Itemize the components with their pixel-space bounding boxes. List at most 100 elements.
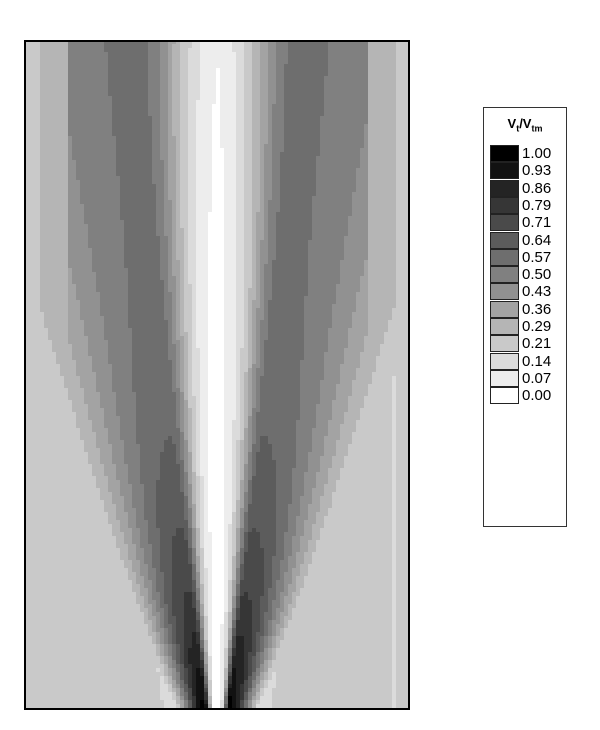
contour-cell xyxy=(108,152,113,157)
contour-cell xyxy=(72,108,77,113)
contour-cell xyxy=(388,152,393,157)
contour-cell xyxy=(276,180,281,185)
contour-cell xyxy=(104,168,109,173)
contour-cell xyxy=(156,192,161,197)
contour-cell xyxy=(152,148,157,153)
contour-cell xyxy=(116,148,121,153)
contour-cell xyxy=(196,176,201,181)
contour-cell xyxy=(272,96,277,101)
contour-cell xyxy=(184,132,189,137)
contour-cell xyxy=(68,200,73,205)
contour-cell xyxy=(228,168,233,173)
contour-cell xyxy=(124,196,129,201)
contour-cell xyxy=(24,144,29,149)
contour-cell xyxy=(136,188,141,193)
contour-cell xyxy=(164,152,169,157)
contour-cell xyxy=(236,148,241,153)
contour-cell xyxy=(320,116,325,121)
contour-cell xyxy=(248,64,253,69)
contour-cell xyxy=(196,84,201,89)
contour-cell xyxy=(400,152,405,157)
contour-cell xyxy=(332,180,337,185)
contour-cell xyxy=(136,204,141,209)
contour-cell xyxy=(84,92,89,97)
contour-cell xyxy=(236,220,241,225)
contour-cell xyxy=(208,228,213,233)
contour-cell xyxy=(348,120,353,125)
contour-cell xyxy=(188,240,193,245)
contour-cell xyxy=(336,220,341,225)
contour-cell xyxy=(320,212,325,217)
contour-cell xyxy=(180,140,185,145)
contour-cell xyxy=(164,180,169,185)
contour-cell xyxy=(176,204,181,209)
contour-cell xyxy=(404,40,409,45)
contour-cell xyxy=(296,168,301,173)
contour-cell xyxy=(340,96,345,101)
contour-cell xyxy=(304,64,309,69)
contour-cell xyxy=(48,164,53,169)
contour-cell xyxy=(216,128,221,133)
contour-cell xyxy=(304,224,309,229)
contour-cell xyxy=(80,68,85,73)
contour-cell xyxy=(44,164,49,169)
contour-cell xyxy=(220,184,225,189)
contour-cell xyxy=(108,228,113,233)
contour-cell xyxy=(288,48,293,53)
contour-cell xyxy=(264,200,269,205)
contour-cell xyxy=(72,196,77,201)
contour-cell xyxy=(288,64,293,69)
contour-cell xyxy=(112,216,117,221)
contour-cell xyxy=(388,236,393,241)
contour-cell xyxy=(68,224,73,229)
contour-cell xyxy=(392,180,397,185)
contour-cell xyxy=(288,212,293,217)
contour-cell xyxy=(196,116,201,121)
contour-cell xyxy=(152,92,157,97)
contour-cell xyxy=(188,244,193,249)
contour-cell xyxy=(304,96,309,101)
contour-cell xyxy=(120,212,125,217)
contour-cell xyxy=(156,96,161,101)
contour-cell xyxy=(300,180,305,185)
contour-cell xyxy=(380,100,385,105)
contour-cell xyxy=(292,148,297,153)
contour-cell xyxy=(332,148,337,153)
contour-cell xyxy=(272,180,277,185)
contour-cell xyxy=(24,216,29,221)
contour-cell xyxy=(376,64,381,69)
contour-cell xyxy=(324,48,329,53)
contour-cell xyxy=(304,92,309,97)
contour-cell xyxy=(204,92,209,97)
contour-cell xyxy=(272,160,277,165)
contour-cell xyxy=(292,120,297,125)
contour-cell xyxy=(308,228,313,233)
contour-cell xyxy=(52,188,57,193)
contour-cell xyxy=(392,144,397,149)
contour-cell xyxy=(108,72,113,77)
contour-cell xyxy=(148,152,153,157)
contour-cell xyxy=(300,224,305,229)
contour-cell xyxy=(208,152,213,157)
contour-cell xyxy=(124,92,129,97)
contour-cell xyxy=(396,144,401,149)
contour-cell xyxy=(48,72,53,77)
contour-cell xyxy=(184,100,189,105)
contour-cell xyxy=(332,92,337,97)
contour-cell xyxy=(44,208,49,213)
contour-cell xyxy=(176,56,181,61)
contour-cell xyxy=(212,56,217,61)
contour-cell xyxy=(264,76,269,81)
contour-cell xyxy=(44,200,49,205)
contour-cell xyxy=(232,196,237,201)
contour-cell xyxy=(48,84,53,89)
contour-cell xyxy=(376,220,381,225)
contour-cell xyxy=(44,204,49,209)
contour-cell xyxy=(228,232,233,237)
contour-cell xyxy=(60,132,65,137)
contour-cell xyxy=(80,192,85,197)
contour-cell xyxy=(196,188,201,193)
contour-cell xyxy=(264,204,269,209)
contour-cell xyxy=(72,184,77,189)
contour-cell xyxy=(28,160,33,165)
